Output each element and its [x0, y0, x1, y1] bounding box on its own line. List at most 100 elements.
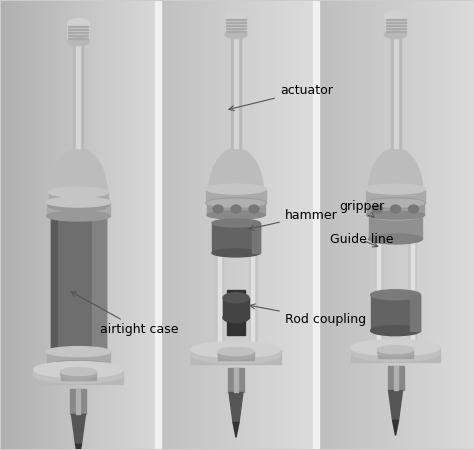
Ellipse shape	[46, 346, 110, 356]
Bar	[76, 390, 81, 414]
Ellipse shape	[223, 293, 249, 303]
Polygon shape	[229, 392, 243, 423]
Bar	[73, 34, 83, 148]
Bar	[46, 202, 110, 216]
Bar	[223, 298, 249, 318]
Ellipse shape	[218, 347, 254, 356]
Ellipse shape	[48, 201, 109, 211]
Ellipse shape	[191, 342, 281, 358]
Ellipse shape	[351, 344, 440, 362]
Ellipse shape	[249, 205, 259, 213]
Ellipse shape	[34, 362, 123, 378]
Bar	[385, 18, 405, 20]
Ellipse shape	[391, 205, 401, 213]
Bar	[366, 203, 424, 215]
Ellipse shape	[206, 184, 266, 194]
Ellipse shape	[61, 368, 96, 376]
Bar	[365, 189, 426, 203]
Bar	[92, 208, 106, 358]
Bar	[46, 351, 110, 365]
Bar	[207, 203, 265, 215]
Ellipse shape	[378, 347, 413, 358]
Ellipse shape	[371, 326, 420, 336]
Bar	[385, 31, 405, 32]
Bar	[226, 22, 246, 23]
Bar	[215, 253, 223, 347]
Ellipse shape	[212, 249, 260, 257]
Bar	[218, 351, 254, 360]
Ellipse shape	[378, 346, 413, 354]
Text: Guide line: Guide line	[330, 234, 393, 247]
Bar	[384, 17, 407, 35]
Bar	[385, 27, 405, 29]
Bar	[69, 38, 89, 39]
Bar	[61, 372, 96, 379]
Polygon shape	[72, 414, 85, 444]
Ellipse shape	[223, 313, 249, 323]
Polygon shape	[389, 391, 402, 420]
Ellipse shape	[409, 205, 419, 213]
Ellipse shape	[213, 205, 223, 213]
Ellipse shape	[48, 187, 109, 197]
Bar	[374, 335, 383, 350]
Bar	[231, 27, 241, 148]
Bar	[226, 25, 246, 26]
Bar	[69, 29, 89, 30]
Bar	[51, 208, 56, 358]
Ellipse shape	[351, 340, 440, 356]
Ellipse shape	[373, 205, 383, 213]
Bar	[69, 35, 89, 36]
Bar	[69, 32, 89, 33]
Bar	[226, 31, 246, 32]
Text: Rod coupling: Rod coupling	[250, 304, 366, 326]
Bar	[313, 1, 319, 449]
Ellipse shape	[206, 198, 266, 208]
Ellipse shape	[231, 205, 241, 213]
Polygon shape	[50, 148, 108, 196]
Bar	[385, 22, 405, 23]
Polygon shape	[75, 444, 82, 450]
Bar	[393, 27, 398, 148]
Bar	[371, 295, 420, 331]
Bar	[48, 192, 109, 206]
Text: hammer: hammer	[249, 208, 337, 230]
Ellipse shape	[67, 38, 90, 45]
Bar	[377, 335, 380, 350]
Ellipse shape	[61, 369, 96, 379]
Bar	[206, 189, 266, 203]
Ellipse shape	[207, 199, 265, 207]
Ellipse shape	[46, 360, 110, 370]
Bar	[155, 1, 161, 449]
Polygon shape	[209, 148, 264, 193]
Bar	[227, 290, 245, 335]
Bar	[393, 365, 398, 391]
Bar	[218, 253, 220, 347]
Bar	[388, 365, 403, 391]
Polygon shape	[368, 148, 423, 193]
Ellipse shape	[191, 346, 281, 364]
Ellipse shape	[218, 350, 254, 360]
Ellipse shape	[365, 184, 426, 194]
Ellipse shape	[46, 197, 110, 207]
Ellipse shape	[365, 198, 426, 208]
Bar	[226, 18, 246, 20]
Bar	[191, 350, 281, 364]
Ellipse shape	[384, 12, 407, 22]
Bar	[51, 208, 106, 358]
Bar	[234, 27, 238, 148]
Bar	[69, 26, 89, 27]
Bar	[411, 215, 414, 350]
Bar	[228, 368, 244, 392]
Bar	[225, 17, 247, 35]
Ellipse shape	[46, 211, 110, 221]
Text: airtight case: airtight case	[71, 292, 179, 336]
Ellipse shape	[67, 18, 90, 29]
Text: gripper: gripper	[340, 199, 385, 217]
Ellipse shape	[384, 31, 407, 39]
Polygon shape	[233, 423, 239, 437]
Bar	[409, 335, 417, 350]
Bar	[374, 215, 383, 350]
Bar	[252, 253, 255, 347]
Bar	[212, 223, 260, 253]
Bar	[226, 27, 246, 29]
